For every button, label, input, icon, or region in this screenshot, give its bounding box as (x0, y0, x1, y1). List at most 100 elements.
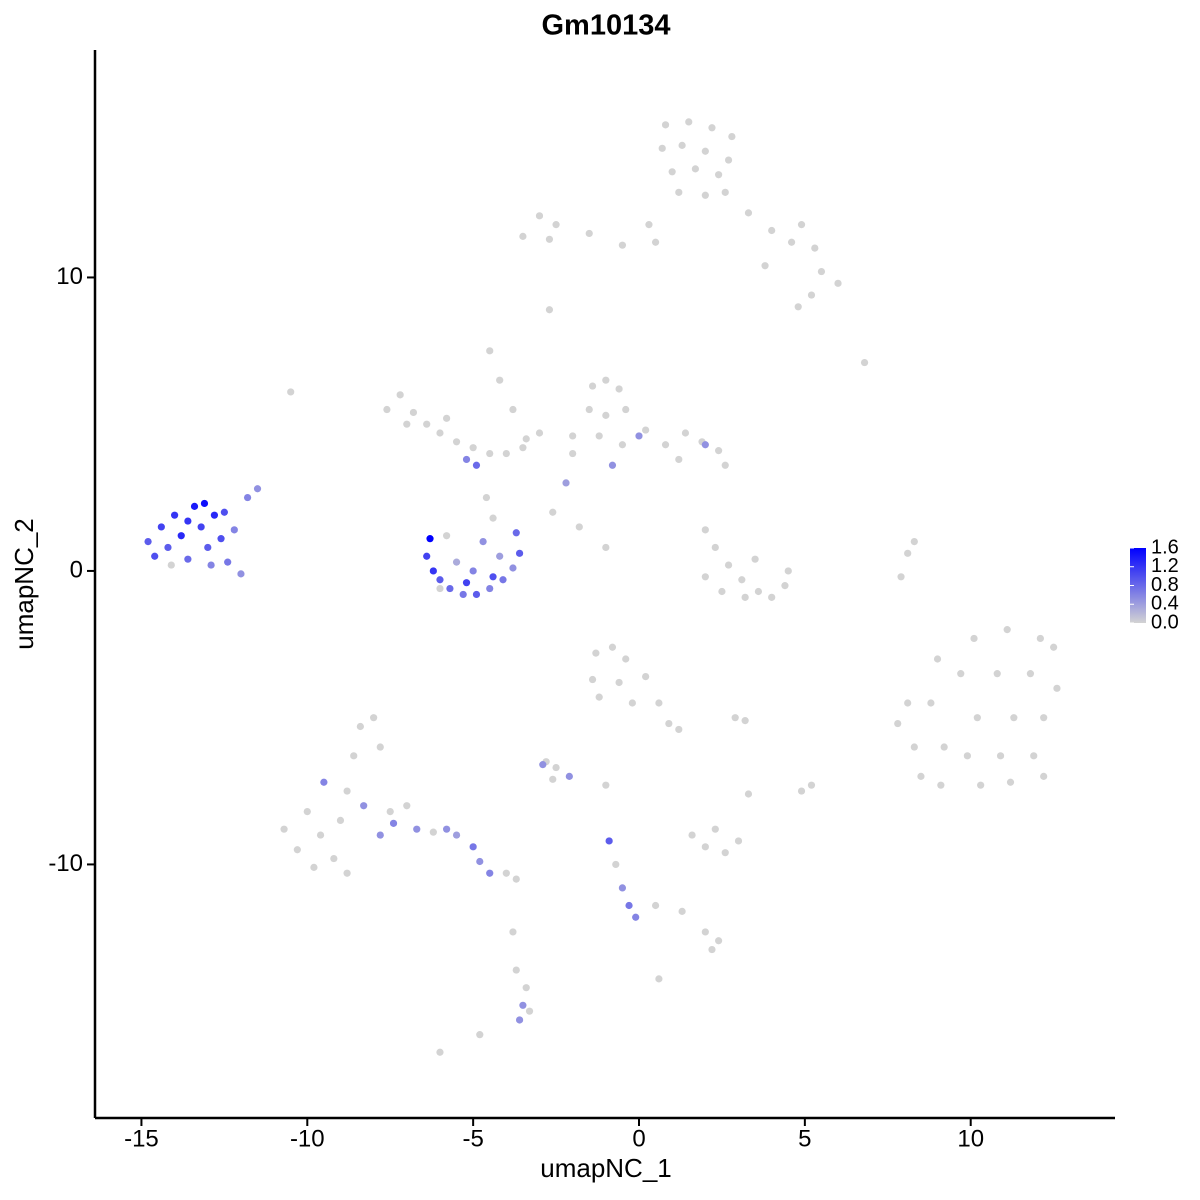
point (423, 420, 431, 428)
point (1053, 684, 1061, 692)
point (469, 843, 477, 851)
point (509, 405, 517, 414)
point (602, 543, 610, 552)
colorbar-tick-label: 1.2 (1151, 555, 1179, 577)
point (1040, 772, 1048, 780)
point (605, 837, 613, 845)
point (237, 570, 245, 578)
point (834, 279, 842, 287)
point (350, 752, 358, 760)
x-tick-label: 5 (798, 1125, 811, 1152)
point (452, 558, 461, 566)
point (409, 408, 418, 417)
point (933, 655, 942, 663)
point (701, 928, 709, 936)
point (721, 849, 729, 857)
point (386, 807, 394, 816)
point (303, 807, 311, 816)
point (403, 420, 411, 428)
point (383, 405, 391, 414)
point (330, 854, 338, 863)
point (807, 781, 816, 789)
colorbar-tick-label: 1.6 (1151, 536, 1179, 558)
point (608, 461, 617, 469)
point (552, 221, 560, 229)
point (190, 502, 199, 510)
y-tick-label: 0 (70, 556, 83, 583)
point (754, 587, 763, 596)
point (651, 238, 660, 246)
point (539, 761, 547, 769)
point (515, 1016, 524, 1024)
point (977, 781, 985, 789)
point (423, 552, 431, 560)
point (665, 719, 673, 728)
point (701, 441, 709, 449)
x-tick-label: -5 (462, 1125, 483, 1152)
point (522, 435, 530, 443)
point (436, 584, 444, 593)
point (927, 699, 935, 707)
point (230, 526, 238, 534)
point (904, 699, 912, 707)
point (436, 1048, 444, 1056)
point (446, 584, 454, 593)
point (525, 1007, 534, 1015)
point (811, 244, 819, 252)
point (628, 699, 636, 707)
colorbar-tick-label: 0.8 (1151, 574, 1179, 596)
point (376, 743, 384, 751)
point (151, 552, 159, 560)
point (797, 221, 806, 229)
point (204, 543, 212, 552)
point (210, 511, 219, 519)
point (675, 725, 683, 734)
point (443, 414, 451, 422)
point (443, 532, 451, 540)
point (957, 670, 965, 678)
point (396, 391, 404, 399)
point (797, 787, 806, 795)
point (1010, 714, 1018, 722)
point (897, 573, 905, 581)
point (429, 828, 437, 836)
point (728, 132, 736, 141)
point (413, 825, 421, 833)
point (220, 508, 228, 516)
point (910, 537, 918, 546)
point (569, 449, 577, 458)
point (688, 831, 696, 839)
point (502, 449, 510, 458)
x-tick-label: 0 (632, 1125, 645, 1152)
point (512, 875, 520, 883)
point (718, 587, 726, 596)
point (171, 511, 179, 519)
point (486, 584, 494, 593)
point (310, 863, 318, 871)
point (443, 825, 451, 833)
point (675, 188, 683, 196)
point (784, 567, 792, 575)
point (157, 523, 165, 531)
point (721, 461, 729, 469)
point (715, 937, 723, 945)
point (535, 429, 544, 437)
point (701, 147, 709, 155)
point (917, 772, 925, 780)
point (287, 388, 295, 396)
point (595, 693, 603, 701)
point (860, 358, 869, 367)
point (678, 141, 686, 149)
point (482, 493, 491, 502)
point (904, 549, 912, 557)
point (499, 576, 507, 584)
point (486, 449, 494, 458)
point (496, 552, 504, 560)
point (569, 432, 577, 440)
point (217, 535, 225, 543)
point (635, 432, 643, 440)
point (426, 535, 434, 543)
point (715, 171, 723, 179)
point (207, 561, 215, 569)
point (940, 743, 948, 751)
